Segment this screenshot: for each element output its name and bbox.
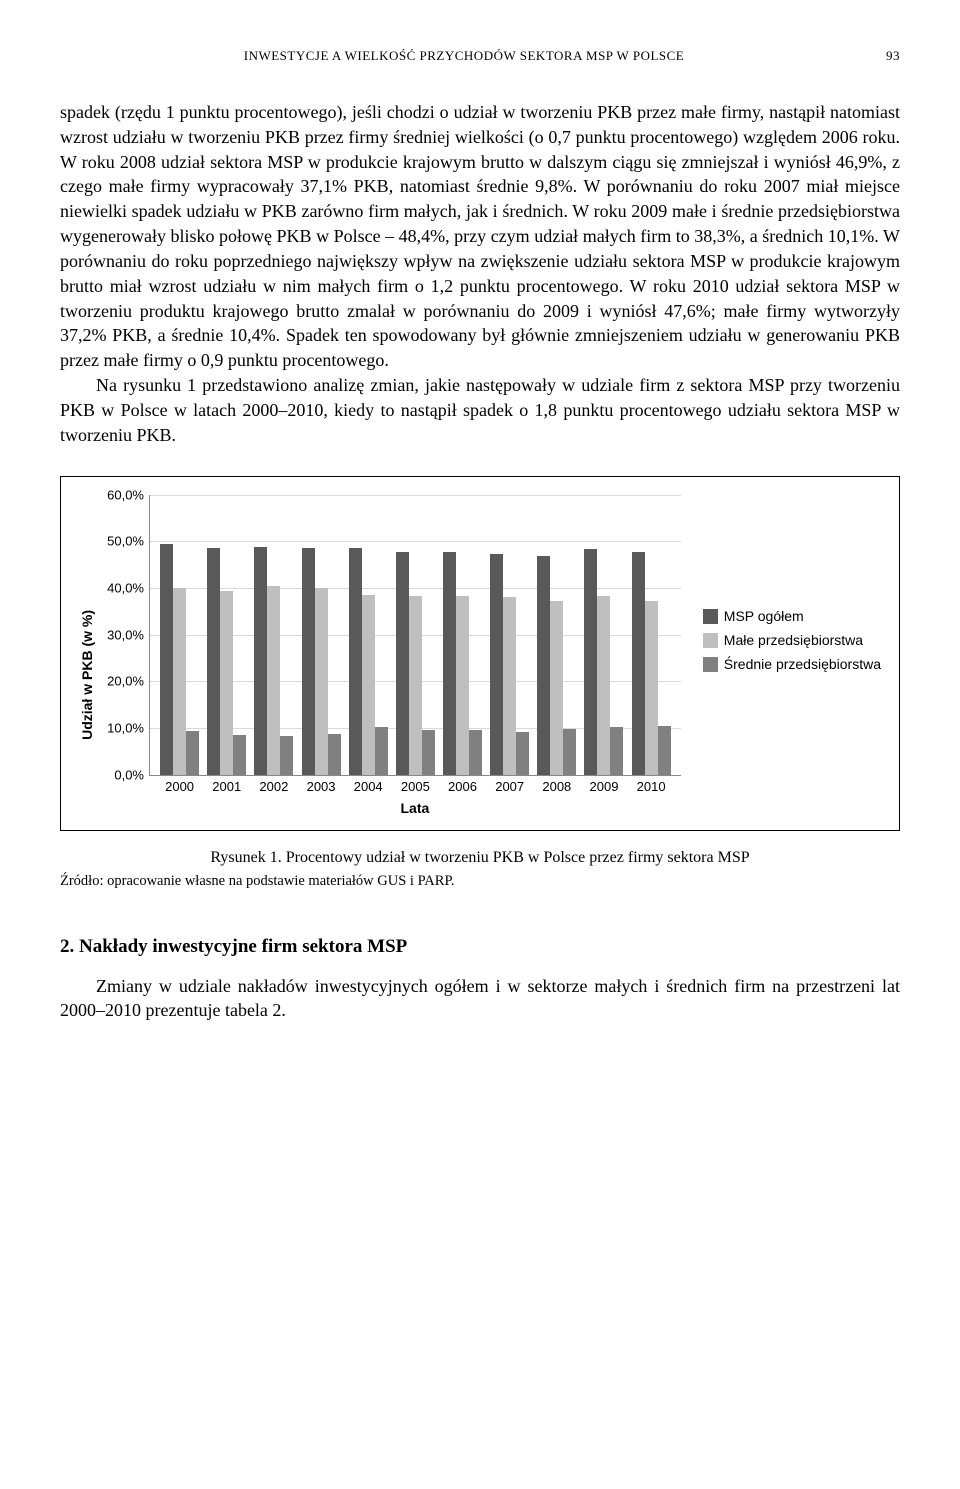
legend-label: Małe przedsiębiorstwa xyxy=(724,632,863,648)
chart-xtick-label: 2003 xyxy=(307,779,336,794)
chart-bar xyxy=(537,556,550,775)
chart-xtick-label: 2007 xyxy=(495,779,524,794)
chart-legend-item: Małe przedsiębiorstwa xyxy=(703,632,881,648)
chart-xtick-label: 2002 xyxy=(259,779,288,794)
chart-bar-group: 2009 xyxy=(584,549,623,775)
figure-caption: Rysunek 1. Procentowy udział w tworzeniu… xyxy=(60,849,900,867)
chart-bar xyxy=(220,591,233,775)
running-title: INWESTYCJE A WIELKOŚĆ PRZYCHODÓW SEKTORA… xyxy=(60,48,868,64)
chart-bar-group: 2005 xyxy=(396,552,435,775)
chart-bar-group: 2010 xyxy=(632,552,671,774)
chart-plot-area: 0,0%10,0%20,0%30,0%40,0%50,0%60,0%200020… xyxy=(103,495,681,816)
figure-chart: Udział w PKB (w %) 0,0%10,0%20,0%30,0%40… xyxy=(60,476,900,831)
body-paragraph-3: Zmiany w udziale nakładów inwestycyjnych… xyxy=(60,974,900,1024)
chart-legend-item: MSP ogółem xyxy=(703,608,881,624)
chart-bar xyxy=(550,601,563,774)
chart-ytick-label: 50,0% xyxy=(96,534,144,549)
chart-y-axis-label: Udział w PKB (w %) xyxy=(79,570,95,740)
chart-bar xyxy=(233,735,246,774)
chart-bar-group: 2002 xyxy=(254,547,293,774)
body-paragraph-2: Na rysunku 1 przedstawiono analizę zmian… xyxy=(60,373,900,447)
chart-bar xyxy=(302,548,315,775)
page-number: 93 xyxy=(868,48,900,64)
section-heading: 2. Nakłady inwestycyjne firm sektora MSP xyxy=(60,936,900,958)
chart-bar-group: 2001 xyxy=(207,548,246,775)
chart-ytick-label: 30,0% xyxy=(96,627,144,642)
chart-bar xyxy=(186,731,199,775)
chart-bar xyxy=(280,736,293,774)
legend-swatch-icon xyxy=(703,657,718,672)
chart-bar xyxy=(469,730,482,775)
chart-xtick-label: 2009 xyxy=(590,779,619,794)
chart-bar xyxy=(362,595,375,774)
chart-bar xyxy=(610,727,623,774)
chart-bar xyxy=(267,586,280,775)
chart-bar xyxy=(409,596,422,774)
chart-bar-group: 2003 xyxy=(302,548,341,775)
chart-xtick-label: 2000 xyxy=(165,779,194,794)
chart-xtick-label: 2001 xyxy=(212,779,241,794)
chart-bar xyxy=(632,552,645,774)
chart-xtick-label: 2004 xyxy=(354,779,383,794)
chart-ytick-label: 20,0% xyxy=(96,674,144,689)
legend-swatch-icon xyxy=(703,633,718,648)
figure-source: Źródło: opracowanie własne na podstawie … xyxy=(60,873,900,890)
chart-bar xyxy=(349,548,362,775)
legend-label: MSP ogółem xyxy=(724,608,804,624)
chart-bar xyxy=(396,552,409,775)
legend-swatch-icon xyxy=(703,609,718,624)
chart-bar xyxy=(563,729,576,775)
chart-bar xyxy=(328,734,341,774)
chart-x-axis-label: Lata xyxy=(149,800,681,816)
chart-xtick-label: 2008 xyxy=(542,779,571,794)
chart-bar xyxy=(597,596,610,775)
chart-bar xyxy=(254,547,267,774)
legend-label: Średnie przedsiębiorstwa xyxy=(724,656,881,672)
chart-bar xyxy=(503,597,516,775)
chart-bar xyxy=(516,732,529,775)
chart-xtick-label: 2010 xyxy=(637,779,666,794)
chart-bar-group: 2004 xyxy=(349,548,388,775)
chart-ytick-label: 0,0% xyxy=(96,767,144,782)
chart-bar-group: 2007 xyxy=(490,554,529,775)
body-paragraph-1: spadek (rzędu 1 punktu procentowego), je… xyxy=(60,100,900,373)
chart-bar xyxy=(375,727,388,775)
running-head: INWESTYCJE A WIELKOŚĆ PRZYCHODÓW SEKTORA… xyxy=(60,48,900,64)
chart-xtick-label: 2005 xyxy=(401,779,430,794)
chart-bar xyxy=(173,588,186,775)
chart-bar xyxy=(658,726,671,775)
chart-ytick-label: 60,0% xyxy=(96,487,144,502)
chart-bar xyxy=(456,596,469,774)
chart-bar xyxy=(584,549,597,775)
chart-bar xyxy=(490,554,503,775)
chart-xtick-label: 2006 xyxy=(448,779,477,794)
chart-bar xyxy=(207,548,220,775)
chart-bar xyxy=(443,552,456,775)
chart-ytick-label: 40,0% xyxy=(96,580,144,595)
chart-legend: MSP ogółem Małe przedsiębiorstwa Średnie p… xyxy=(703,600,881,710)
chart-bar xyxy=(645,601,658,775)
chart-bar-group: 2000 xyxy=(160,544,199,775)
chart-ytick-label: 10,0% xyxy=(96,720,144,735)
chart-bar-group: 2008 xyxy=(537,556,576,775)
chart-bar xyxy=(315,588,328,775)
chart-bar-group: 2006 xyxy=(443,552,482,775)
chart-bar xyxy=(160,544,173,775)
chart-bar xyxy=(422,730,435,775)
chart-legend-item: Średnie przedsiębiorstwa xyxy=(703,656,881,672)
